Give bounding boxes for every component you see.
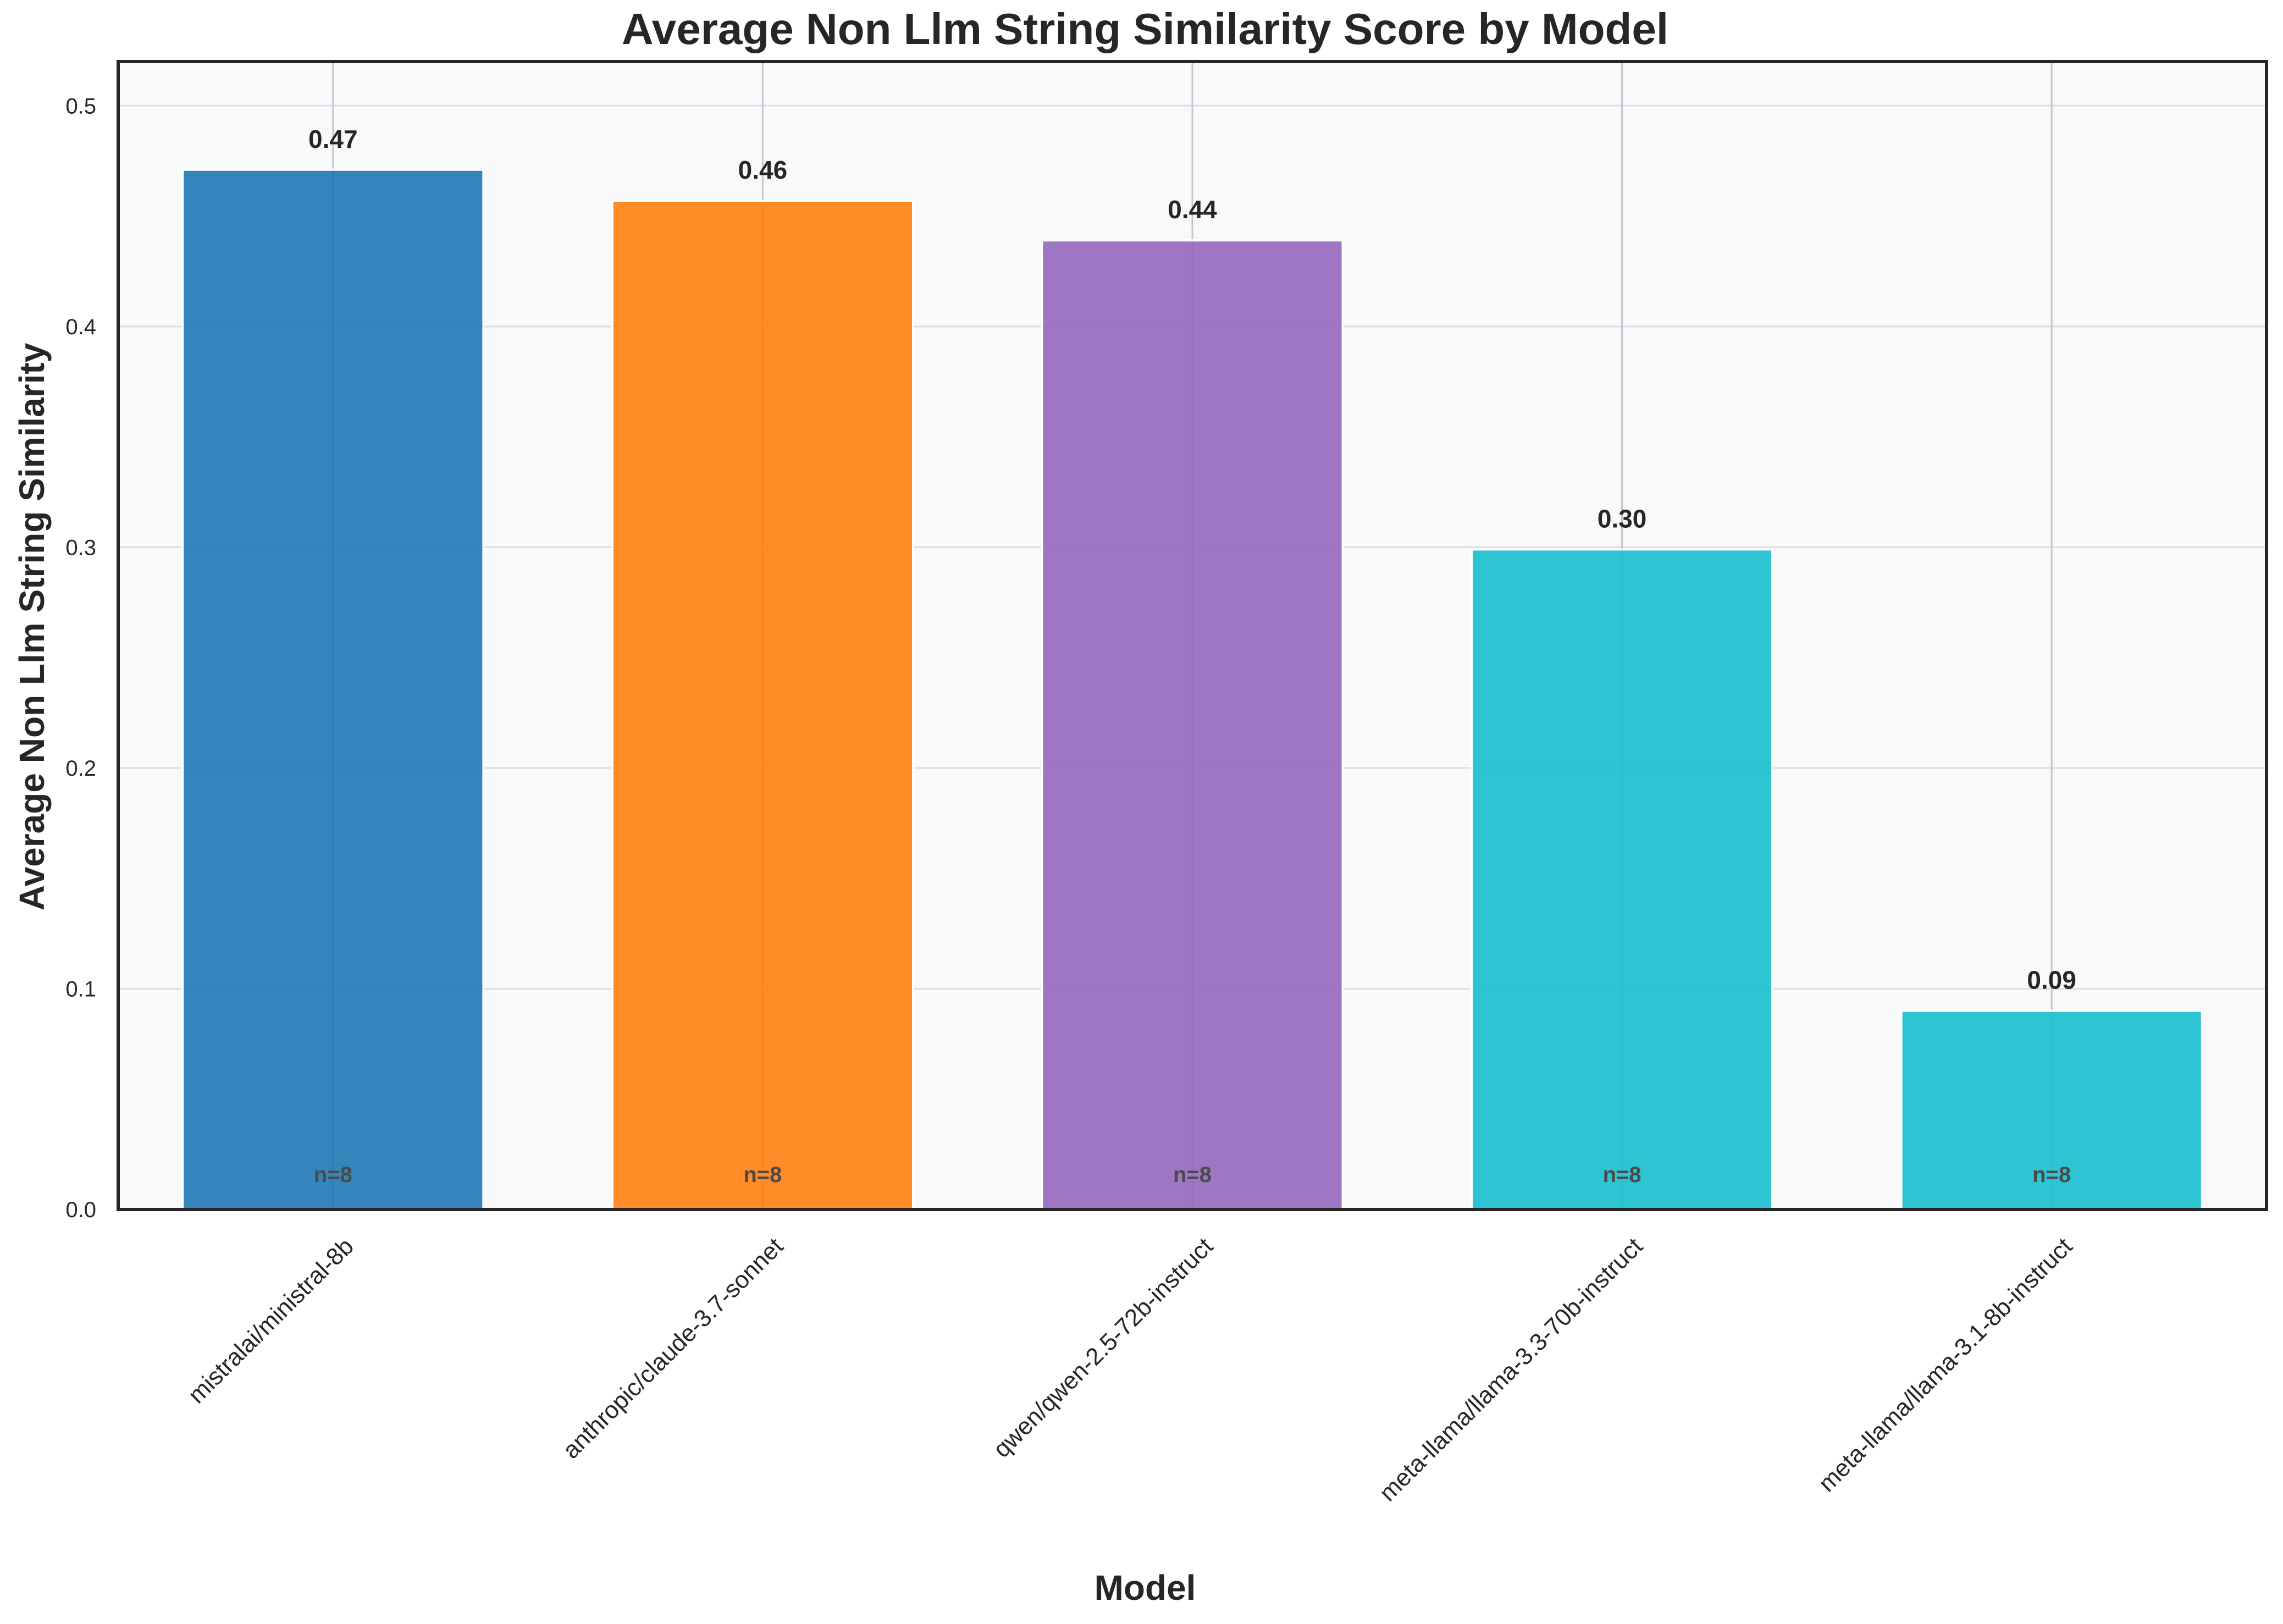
- chart-title: Average Non Llm String Similarity Score …: [622, 4, 1668, 53]
- bar: [1471, 548, 1774, 1211]
- bar-count-label: n=8: [314, 1163, 352, 1187]
- y-tick-label: 0.5: [65, 94, 96, 118]
- bar-count-label: n=8: [1173, 1163, 1212, 1187]
- plot-frame: [117, 60, 2268, 1211]
- bar: [1900, 1009, 2203, 1211]
- bar-count-label: n=8: [743, 1163, 782, 1187]
- x-axis-title: Model: [1094, 1568, 1196, 1608]
- y-axis-ticks: 0.0 0.1 0.2 0.3 0.4 0.5: [65, 94, 96, 1222]
- y-axis-title: Average Non Llm String Similarity: [12, 343, 52, 910]
- bar-value-label: 0.30: [1597, 504, 1647, 533]
- y-tick-label: 0.0: [65, 1198, 96, 1222]
- bar-count-label: n=8: [1603, 1163, 1641, 1187]
- bar-value-label: 0.47: [308, 125, 358, 153]
- bar: [611, 199, 914, 1211]
- bar-value-label: 0.44: [1168, 195, 1217, 224]
- bar: [181, 168, 485, 1211]
- y-tick-label: 0.4: [65, 315, 96, 339]
- bar: [1041, 239, 1344, 1211]
- y-tick-label: 0.3: [65, 535, 96, 560]
- bar-value-label: 0.09: [2027, 966, 2076, 995]
- bar-labels: 0.47 n=8 0.46 n=8 0.44 n=8 0.30 n=8 0.09 n=8: [308, 125, 2076, 1187]
- bar-value-label: 0.46: [738, 156, 788, 184]
- bar-count-label: n=8: [2032, 1163, 2071, 1187]
- y-tick-label: 0.2: [65, 756, 96, 781]
- y-tick-label: 0.1: [65, 977, 96, 1001]
- bars: [181, 168, 2203, 1211]
